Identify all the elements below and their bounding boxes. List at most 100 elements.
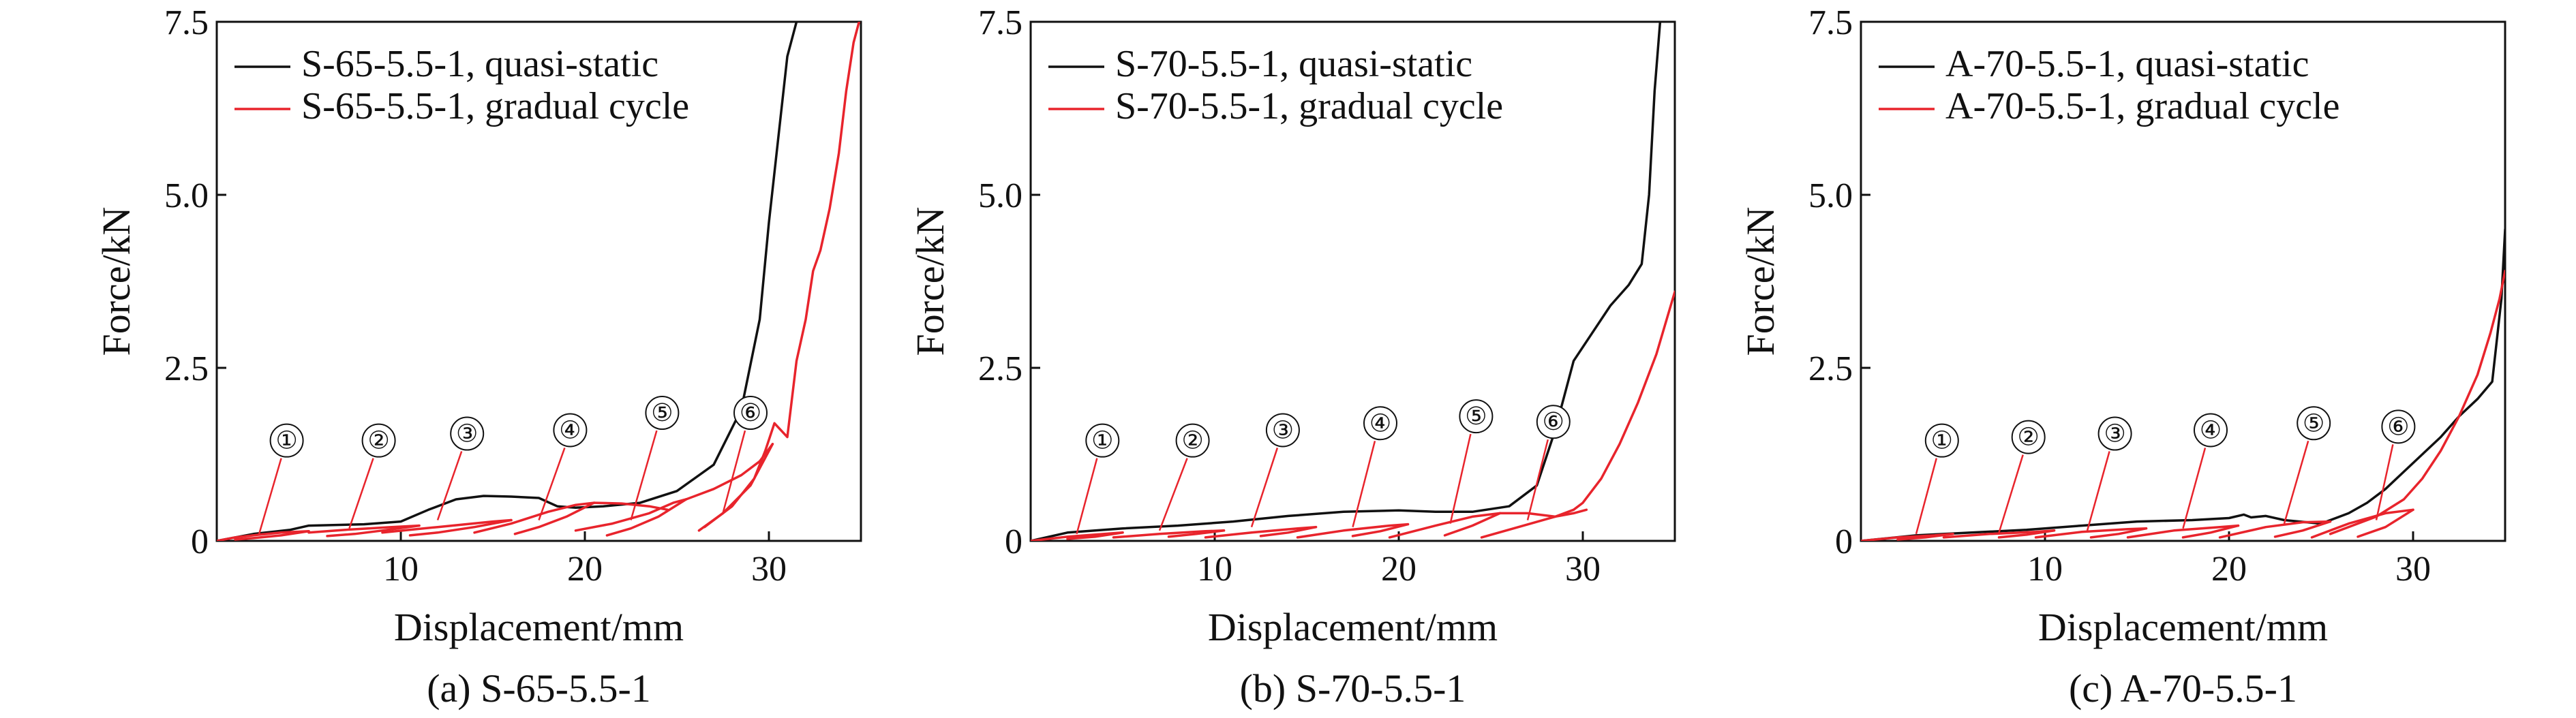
legend-label-gradual-cycle: S-65-5.5-1, gradual cycle <box>301 85 689 127</box>
annotation-label: ③ <box>456 420 478 448</box>
x-axis-label: Displacement/mm <box>2038 605 2328 649</box>
annotation-leader <box>2182 448 2207 529</box>
annotation-leader <box>1158 458 1188 531</box>
annotation-label: ② <box>1181 427 1203 454</box>
x-tick-label: 10 <box>2027 550 2063 589</box>
gradual-cycle-line-seg-2 <box>234 530 310 541</box>
y-axis-label: Force/kN <box>908 206 952 356</box>
annotation-circle <box>450 416 485 451</box>
gradual-cycle-line-seg-10 <box>2273 520 2332 538</box>
quasi-static-line <box>217 22 798 541</box>
annotation-circle <box>361 423 396 458</box>
annotation-circle <box>1536 405 1571 439</box>
quasi-static-line <box>1031 22 1662 541</box>
chart-panel-2: 0 2.5 5.0 7.5 10 20 30 Displacement/mm Force/kN (… <box>908 3 1676 711</box>
annotation-label: ② <box>367 427 389 454</box>
annotation-leader <box>2283 440 2309 524</box>
y-tick-label: 0 <box>1835 522 1853 561</box>
y-tick-label: 2.5 <box>978 349 1022 388</box>
annotation-leader <box>348 458 374 529</box>
gradual-cycle-line-seg-8 <box>1351 522 1410 537</box>
chart-panel-3: 0 2.5 5.0 7.5 10 20 30 Displacement/mm Force/kN (… <box>1738 3 2506 711</box>
annotation-leader <box>538 448 566 520</box>
gradual-cycle-line-seg-7 <box>1296 522 1410 539</box>
x-tick-label: 10 <box>1197 550 1232 589</box>
annotation-label: ① <box>1931 427 1953 454</box>
y-tick-label: 2.5 <box>1808 349 1853 388</box>
plot-area <box>217 22 861 541</box>
annotation-label: ⑤ <box>651 399 673 426</box>
annotation-leader <box>258 458 282 535</box>
annotation-circle <box>2381 409 2416 444</box>
plot-frame <box>1029 20 1676 542</box>
gradual-cycle-line-seg-11 <box>605 498 688 537</box>
annotation-circle <box>269 423 304 458</box>
legend-label-quasi-static: A-70-5.5-1, quasi-static <box>1945 43 2309 85</box>
legend-label-gradual-cycle: A-70-5.5-1, gradual cycle <box>1945 85 2339 127</box>
annotation-label: ⑥ <box>1543 408 1564 435</box>
annotation-circle <box>2297 406 2331 441</box>
gradual-cycle-line-seg-12 <box>1480 290 1675 539</box>
annotation-circle <box>1924 423 1959 458</box>
annotation-leader <box>2375 444 2394 520</box>
legend-label-gradual-cycle: S-70-5.5-1, gradual cycle <box>1115 85 1503 127</box>
gradual-cycle-line-seg-6 <box>2089 527 2148 539</box>
gradual-cycle-line-seg-2 <box>1066 531 1124 540</box>
annotation-circle <box>553 413 588 448</box>
annotation-label: ② <box>2018 424 2040 451</box>
annotation-leader <box>722 430 746 514</box>
gradual-cycle-line-seg-6 <box>1259 525 1318 537</box>
legend-label-quasi-static: S-65-5.5-1, quasi-static <box>301 43 658 85</box>
gradual-cycle-line-seg-7 <box>473 501 596 534</box>
annotation-label: ⑤ <box>2303 409 2324 437</box>
gradual-cycle-line-seg-4 <box>326 524 421 537</box>
gradual-cycle-line-seg-10 <box>574 498 688 532</box>
annotation-label: ⑥ <box>740 399 761 426</box>
annotation-leader <box>1449 433 1472 524</box>
annotation-circle <box>1459 399 1494 434</box>
annotation-leader <box>1076 458 1098 535</box>
y-axis-label: Force/kN <box>1738 206 1783 356</box>
annotation-circle <box>645 396 680 431</box>
gradual-cycle-line-seg-2 <box>1896 533 1954 541</box>
chart-caption: (a) S-65-5.5-1 <box>427 666 651 711</box>
gradual-cycle-line-seg-13 <box>2329 270 2505 535</box>
annotation-circle <box>1363 406 1397 441</box>
annotation-leader <box>2086 451 2110 531</box>
annotation-circle <box>1175 423 1210 458</box>
gradual-cycle-line-seg-11 <box>2310 508 2414 539</box>
y-tick-label: 5.0 <box>164 176 209 215</box>
gradual-cycle-line-seg-7 <box>2126 524 2240 539</box>
legend-label-quasi-static: S-70-5.5-1, quasi-static <box>1115 43 1472 85</box>
annotation-leader <box>1352 440 1376 527</box>
annotation-label: ① <box>275 427 297 454</box>
annotation-leader <box>630 430 658 520</box>
y-tick-label: 5.0 <box>978 176 1022 215</box>
plot-area <box>1861 228 2505 541</box>
gradual-cycle-line-seg-9 <box>1388 512 1502 539</box>
x-tick-label: 20 <box>2211 550 2247 589</box>
y-tick-label: 5.0 <box>1808 176 1853 215</box>
y-tick-label: 0 <box>191 522 209 561</box>
x-tick-label: 10 <box>383 550 419 589</box>
chart-panel-1: 0 2.5 5.0 7.5 10 20 30 Displacement/mm Force/kN (… <box>94 3 862 711</box>
x-axis-label: Displacement/mm <box>1208 605 1498 649</box>
gradual-cycle-line-seg-1 <box>217 530 310 541</box>
y-tick-label: 7.5 <box>978 3 1022 42</box>
gradual-cycle-line-seg-14 <box>703 22 861 529</box>
gradual-cycle-line-seg-5 <box>2034 527 2148 539</box>
annotation-label: ④ <box>2200 416 2222 443</box>
plot-frame <box>215 20 862 542</box>
x-tick-label: 20 <box>567 550 603 589</box>
chart-caption: (c) A-70-5.5-1 <box>2069 666 2297 711</box>
gradual-cycle-line-seg-8 <box>2181 524 2240 539</box>
gradual-cycle-line-seg-4 <box>1167 529 1226 538</box>
y-tick-label: 7.5 <box>1808 3 1853 42</box>
plot-area <box>1031 22 1675 541</box>
chart-caption: (b) S-70-5.5-1 <box>1240 666 1466 711</box>
annotation-circle <box>2011 420 2046 454</box>
